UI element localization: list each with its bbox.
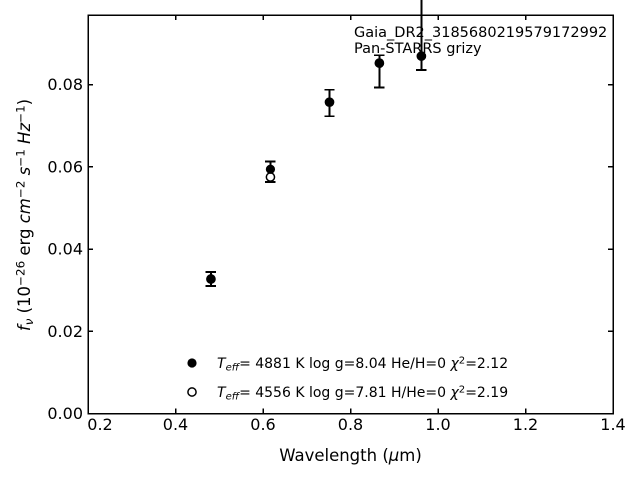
plot-frame (87, 14, 614, 415)
x-tick-label-1.4: 1.4 (600, 415, 625, 434)
x-tick-label-0.8: 0.8 (338, 415, 363, 434)
x-axis-label: Wavelength (μm) (279, 446, 422, 465)
errorbars (205, 0, 427, 287)
axis-ticks (87, 15, 614, 415)
series-model-filled-circle (206, 51, 426, 284)
marker-filled-y (416, 51, 426, 61)
y-tick-label-0.00: 0.00 (47, 404, 83, 423)
series-model-open-circle (206, 51, 427, 284)
legend: Teff= 4881 K log g=8.04 He/H=0 χ2=2.12 Te… (187, 355, 508, 403)
legend-text-row-2: Teff= 4556 K log g=7.81 H/He=0 χ2=2.19 (217, 384, 508, 402)
annotation-source-id: Gaia_DR2_3185680219579172992 (354, 25, 608, 41)
x-tick-label-1.2: 1.2 (513, 415, 538, 434)
x-tick-label-1.0: 1.0 (425, 415, 450, 434)
x-tick-label-0.4: 0.4 (163, 415, 188, 434)
legend-marker-open-circle (187, 387, 197, 397)
y-tick-label-0.02: 0.02 (47, 322, 83, 341)
y-axis-label: fν (10−26 erg cm−2 s−1 Hz−1) (14, 99, 36, 331)
marker-filled-z (374, 58, 384, 68)
annotation-block: Gaia_DR2_3185680219579172992 Pan-STARRS … (354, 25, 607, 57)
legend-marker-filled-circle (187, 358, 197, 368)
annotation-survey: Pan-STARRS grizy (354, 41, 482, 57)
y-tick-label-0.08: 0.08 (47, 75, 83, 94)
marker-filled-r (265, 164, 276, 174)
marker-open-r (265, 172, 276, 182)
marker-filled-g (206, 274, 216, 284)
marker-filled-i (324, 97, 335, 107)
x-tick-label-0.6: 0.6 (250, 415, 275, 434)
legend-text-row-1: Teff= 4881 K log g=8.04 He/H=0 χ2=2.12 (217, 355, 508, 373)
y-tick-label-0.04: 0.04 (47, 240, 83, 259)
x-tick-label-0.2: 0.2 (87, 415, 112, 434)
y-tick-label-0.06: 0.06 (47, 157, 83, 176)
